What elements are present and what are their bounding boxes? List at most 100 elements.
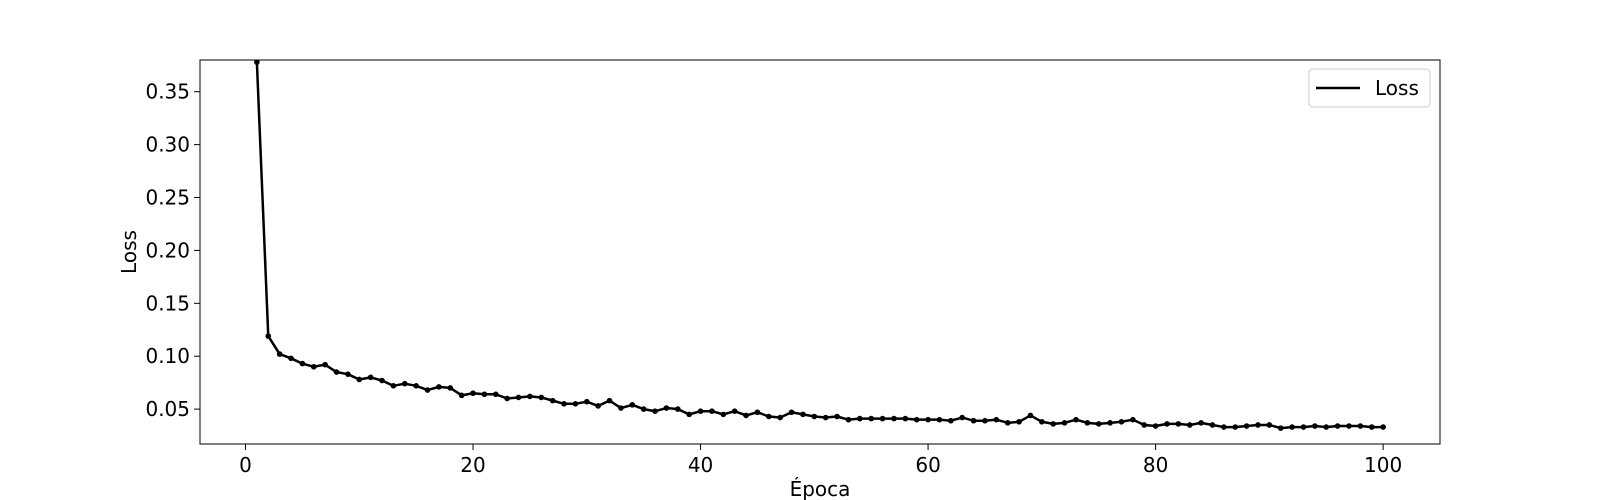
data-point [640, 406, 647, 412]
x-axis-ticks: 0 20 40 60 80 100 [239, 444, 1402, 477]
x-tick-label: 100 [1364, 453, 1402, 477]
data-point [1118, 418, 1125, 425]
data-point [390, 383, 397, 389]
data-point [959, 414, 966, 421]
data-point [766, 413, 772, 420]
data-point [288, 355, 294, 362]
data-point [436, 384, 442, 390]
data-point [1175, 421, 1182, 427]
data-point [970, 417, 977, 424]
data-point [754, 409, 761, 416]
data-point [1232, 424, 1239, 430]
data-point [1380, 424, 1386, 430]
data-point [481, 391, 488, 398]
data-point [822, 414, 829, 421]
data-point [788, 409, 795, 416]
data-point [276, 351, 283, 357]
data-point [857, 415, 863, 422]
data-point [1266, 422, 1273, 428]
data-point [345, 371, 351, 377]
data-point [1016, 418, 1022, 425]
data-point [492, 391, 499, 398]
data-point [902, 415, 909, 422]
data-point [891, 415, 897, 422]
x-tick-label: 60 [915, 453, 940, 477]
legend-label-loss: Loss [1375, 76, 1419, 100]
data-point [1368, 424, 1375, 430]
x-axis-label: Época [790, 477, 851, 500]
data-point [936, 416, 943, 423]
data-point [583, 398, 590, 405]
data-point [299, 360, 306, 367]
data-point [925, 416, 931, 423]
data-point [674, 406, 681, 412]
data-point [1061, 420, 1068, 426]
data-point [1300, 424, 1307, 430]
data-point [652, 408, 658, 415]
data-point [504, 395, 510, 402]
data-point [1346, 423, 1352, 429]
data-point [1152, 423, 1159, 429]
y-tick-label: 0.20 [145, 238, 190, 262]
data-point [1277, 425, 1284, 431]
data-point [845, 416, 852, 423]
data-point [265, 333, 272, 339]
data-point [1004, 420, 1011, 426]
data-point [470, 390, 476, 397]
data-point [1073, 416, 1079, 423]
data-point [1209, 422, 1216, 428]
data-point [982, 417, 988, 424]
data-point [1186, 422, 1193, 428]
data-point [561, 401, 567, 407]
data-point [1357, 423, 1364, 429]
data-point [868, 415, 874, 422]
x-tick-label: 20 [460, 453, 485, 477]
data-point [549, 397, 556, 404]
data-point [1084, 420, 1091, 426]
data-point [538, 394, 545, 401]
data-point [1289, 424, 1295, 430]
data-point [913, 416, 920, 423]
data-point [686, 411, 692, 418]
data-point [1243, 423, 1250, 429]
legend: Loss [1308, 68, 1431, 108]
data-point [1107, 420, 1113, 426]
data-point [993, 416, 1000, 423]
data-point [1095, 421, 1102, 427]
data-point [618, 405, 624, 411]
data-point [322, 361, 328, 368]
data-point [413, 383, 419, 389]
x-tick-label: 0 [239, 453, 252, 477]
y-tick-label: 0.25 [145, 186, 190, 210]
y-tick-label: 0.15 [145, 291, 190, 315]
data-point [1027, 412, 1034, 419]
series-layer [254, 59, 1386, 431]
data-point [356, 376, 363, 383]
data-point [367, 374, 374, 381]
data-point [1164, 421, 1170, 427]
data-point [709, 408, 715, 415]
x-tick-label: 80 [1143, 453, 1168, 477]
data-point [1198, 420, 1204, 426]
series-line-loss [255, 62, 1384, 430]
y-tick-label: 0.10 [145, 344, 190, 368]
data-point [595, 403, 601, 409]
data-point [777, 414, 783, 421]
data-point [743, 412, 749, 419]
x-tick-label: 40 [688, 453, 713, 477]
data-point [254, 59, 260, 65]
data-point [1130, 416, 1136, 423]
data-point [879, 415, 886, 422]
data-point [458, 392, 465, 399]
plot-area-frame [199, 59, 1441, 445]
data-point [401, 380, 408, 387]
data-point [379, 377, 385, 384]
data-point [333, 369, 340, 375]
data-point [515, 394, 522, 401]
data-point [572, 401, 579, 407]
data-point [1141, 422, 1148, 428]
data-point [1050, 421, 1057, 427]
data-point [800, 411, 806, 418]
y-tick-label: 0.35 [145, 80, 190, 104]
